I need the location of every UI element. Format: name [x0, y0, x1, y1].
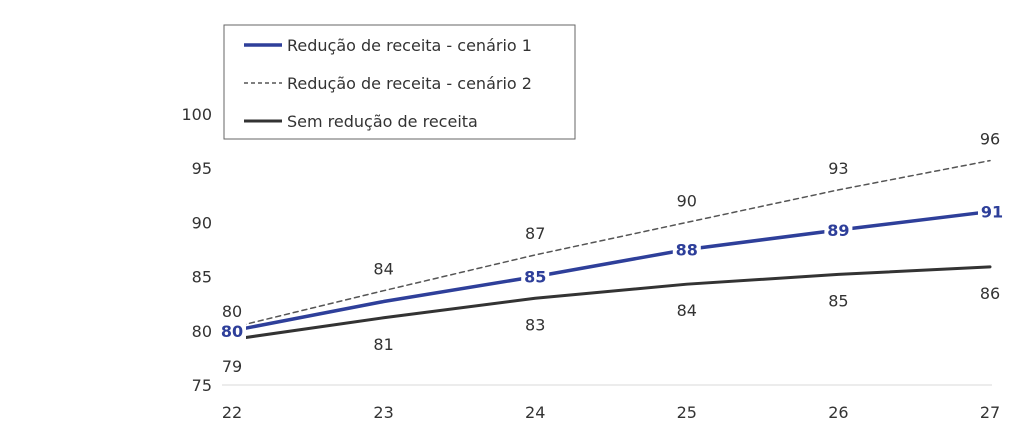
- data-label-series-2: 84: [373, 260, 393, 279]
- data-label-series-3: 81: [373, 335, 393, 354]
- data-label-series-3: 86: [980, 284, 1000, 303]
- series-line-2: [231, 159, 991, 329]
- data-label-series-1: 88: [676, 241, 698, 260]
- data-label-series-3: 85: [828, 291, 848, 310]
- y-axis-ticks: 75 80 85 90 95 100: [181, 105, 212, 395]
- x-axis-ticks: 22 23 24 25 26 27: [222, 403, 1000, 422]
- y-tick-label: 85: [192, 268, 212, 287]
- x-tick-label: 27: [980, 403, 1000, 422]
- data-label-bg: [672, 238, 701, 261]
- x-tick-label: 22: [222, 403, 242, 422]
- y-tick-label: 95: [192, 159, 212, 178]
- data-label-series-2: 80: [222, 302, 242, 321]
- x-tick-label: 25: [677, 403, 697, 422]
- data-label-bg: [824, 218, 853, 241]
- series-lines: [230, 159, 992, 341]
- data-label-series-2: 90: [677, 191, 697, 210]
- data-label-series-2: 93: [828, 159, 848, 178]
- x-tick-label: 26: [828, 403, 848, 422]
- data-label-series-3: 79: [222, 357, 242, 376]
- data-label-series-3: 84: [677, 301, 697, 320]
- data-label-series-1: 91: [981, 203, 1003, 222]
- legend: Redução de receita - cenário 1 Redução de…: [223, 24, 576, 140]
- legend-box: [223, 24, 576, 140]
- data-label-series-2: 96: [980, 130, 1000, 149]
- data-label-bg: [978, 200, 1006, 223]
- data-label-series-3: 83: [525, 315, 545, 334]
- y-tick-label: 100: [181, 105, 212, 124]
- legend-label-3: Sem redução de receita: [287, 112, 478, 131]
- legend-label-1: Redução de receita - cenário 1: [287, 36, 532, 55]
- data-label-series-2: 87: [525, 224, 545, 243]
- legend-label-2: Redução de receita - cenário 2: [287, 74, 532, 93]
- data-labels: 80 85 88 89 91 80 84 87 90 93 96 79 81 83 84 85 86: [218, 130, 1006, 376]
- y-tick-label: 80: [192, 322, 212, 341]
- data-label-bg: [521, 265, 550, 288]
- x-tick-label: 24: [525, 403, 545, 422]
- y-tick-label: 75: [192, 376, 212, 395]
- x-tick-label: 23: [373, 403, 393, 422]
- data-label-series-1: 89: [827, 221, 849, 240]
- series-line-1: [230, 209, 992, 333]
- data-label-series-1: 85: [524, 268, 546, 287]
- data-label-bg: [218, 319, 246, 342]
- series-line-3: [230, 265, 992, 341]
- y-tick-label: 90: [192, 213, 212, 232]
- data-label-series-1: 80: [221, 322, 243, 341]
